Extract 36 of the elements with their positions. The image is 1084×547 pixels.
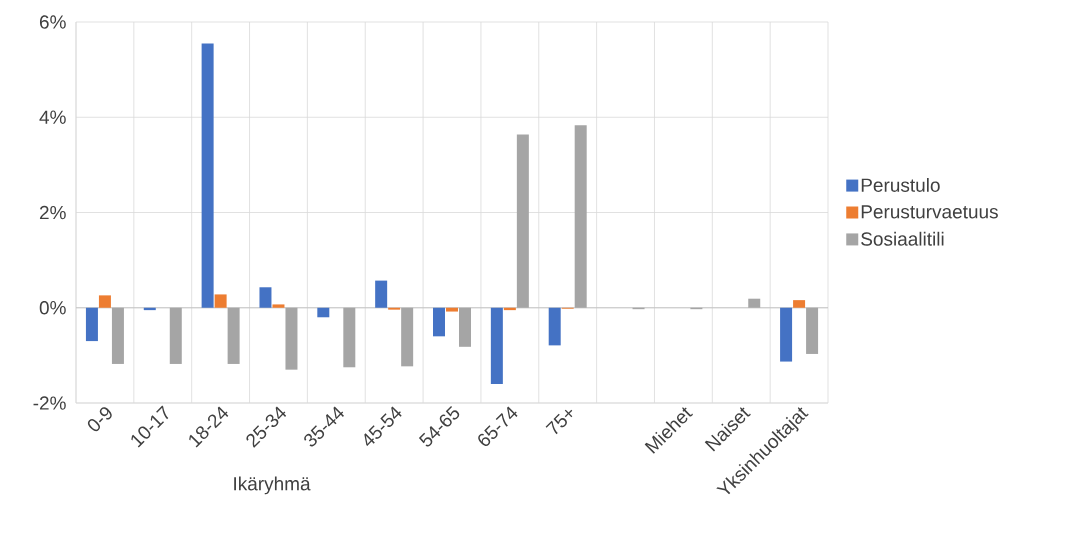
y-tick-label: 4% [39,110,66,124]
bar [793,300,806,308]
bar [259,287,272,308]
bar [401,307,414,367]
legend-label: Sosiaalitili [861,231,944,246]
bar [343,307,356,368]
bar [317,307,330,318]
legend-label: Perustulo [861,177,940,192]
bar [272,304,285,308]
bar [85,307,98,342]
bar [574,125,587,308]
bar [227,307,240,364]
bar [780,307,793,362]
bar [516,134,529,308]
bar [98,295,111,308]
bar [433,307,446,337]
bar [748,298,761,308]
y-tick-label: -2% [33,396,66,410]
bar [490,307,503,384]
bar [285,307,298,370]
x-tick-label: 75+ [545,409,573,435]
legend-label: Perusturvaetuus [861,205,998,219]
bar [169,307,182,364]
bar [201,43,214,308]
bar [806,307,819,354]
y-tick-label: 0% [39,301,66,315]
x-axis-title: Ikäryhmä [234,476,311,495]
y-tick-label: 2% [39,205,66,220]
y-tick-label: 6% [39,15,66,29]
bar [111,307,124,364]
bar [214,294,227,308]
bar [375,280,388,308]
bar [459,307,472,347]
x-tick-label: 0-9 [87,407,112,432]
bar [548,307,561,346]
bar [446,307,458,312]
